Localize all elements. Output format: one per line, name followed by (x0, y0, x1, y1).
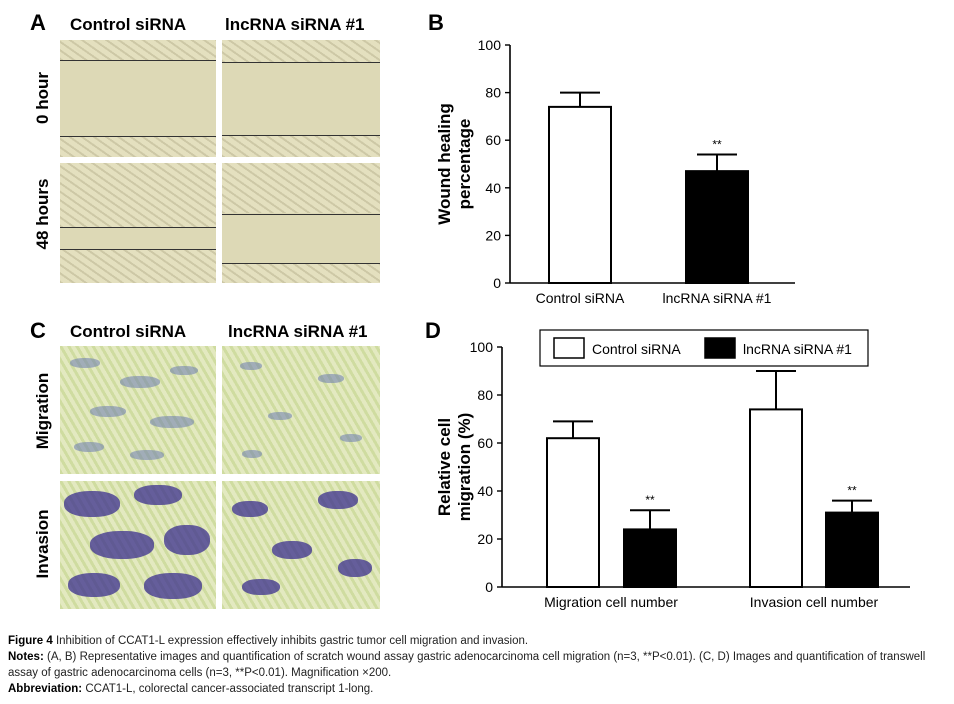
y-tick-label: 40 (477, 483, 493, 499)
scratch-image-lncrna-48h (222, 163, 380, 283)
legend-box (539, 329, 869, 367)
scratch-image-control-0h (60, 40, 216, 157)
significance-label: ** (847, 484, 857, 498)
bar (546, 437, 600, 588)
x-category-label: Control siRNA (536, 290, 625, 306)
y-tick-label: 20 (477, 531, 493, 547)
legend-swatch (553, 337, 585, 359)
panel-a-column-lncrna: lncRNA siRNA #1 (225, 15, 365, 34)
bar (548, 105, 612, 284)
caption-notes-bold: Notes: (8, 651, 44, 663)
y-tick-label: 60 (485, 132, 501, 148)
panel-a-row-0-hour: 0 hour (33, 72, 52, 124)
panel-a-column-control: Control siRNA (70, 15, 187, 34)
panel-c-row-invasion: Invasion (33, 509, 52, 579)
caption-abbrev-text: CCAT1-L, colorectal cancer-associated tr… (85, 683, 374, 695)
legend-label: Control siRNA (592, 341, 681, 357)
transwell-image-lncrna-migration (222, 346, 380, 474)
legend-swatch (704, 337, 736, 359)
significance-label: ** (645, 493, 655, 507)
y-tick-label: 20 (485, 227, 501, 243)
panel-a-row-48-hours: 48 hours (33, 178, 52, 250)
scratch-image-control-48h (60, 163, 216, 283)
y-tick-label: 0 (485, 579, 493, 595)
panel-c-column-lncrna: lncRNA siRNA #1 (228, 322, 368, 341)
scratch-image-lncrna-0h (222, 40, 380, 157)
x-category-label: lncRNA siRNA #1 (663, 290, 772, 306)
y-axis-label: Wound healingpercentage (435, 103, 474, 225)
y-tick-label: 40 (485, 180, 501, 196)
caption-abbrev-bold: Abbreviation: (8, 683, 83, 695)
panel-letter-a: A (30, 10, 46, 35)
chart-b-wound-healing: 0 20 40 60 80 100 Control siRNA ** lncRNA siRNA … (435, 37, 795, 306)
transwell-image-lncrna-invasion (222, 481, 380, 609)
figure-caption: Figure 4 Inhibition of CCAT1-L expressio… (8, 633, 948, 697)
y-tick-label: 0 (493, 275, 501, 291)
bar (825, 511, 879, 589)
x-category-label: Invasion cell number (750, 594, 879, 610)
panel-letter-b: B (428, 10, 444, 35)
chart-d-relative-migration: 0 20 40 60 80 100 ** ** Migration cell number Inv… (435, 329, 910, 610)
y-tick-label: 100 (478, 37, 502, 53)
x-category-label: Migration cell number (544, 594, 678, 610)
caption-notes-text: (A, B) Representative images and quantif… (8, 651, 926, 679)
bar (623, 528, 677, 588)
y-axis-label: Relative cellmigration (%) (435, 413, 474, 522)
transwell-image-control-invasion (60, 481, 216, 609)
panel-letter-d: D (425, 318, 441, 343)
caption-title-text: Inhibition of CCAT1-L expression effecti… (55, 635, 529, 647)
bar (685, 170, 749, 284)
y-tick-label: 60 (477, 435, 493, 451)
bar (749, 408, 803, 589)
significance-label: ** (712, 137, 722, 151)
panel-c-column-control: Control siRNA (70, 322, 187, 341)
legend-label: lncRNA siRNA #1 (743, 341, 852, 357)
y-tick-label: 80 (477, 387, 493, 403)
y-tick-label: 80 (485, 85, 501, 101)
panel-c-row-migration: Migration (33, 372, 52, 450)
caption-title-bold: Figure 4 (8, 635, 53, 647)
panel-letter-c: C (30, 318, 46, 343)
transwell-image-control-migration (60, 346, 216, 474)
y-tick-label: 100 (470, 339, 494, 355)
